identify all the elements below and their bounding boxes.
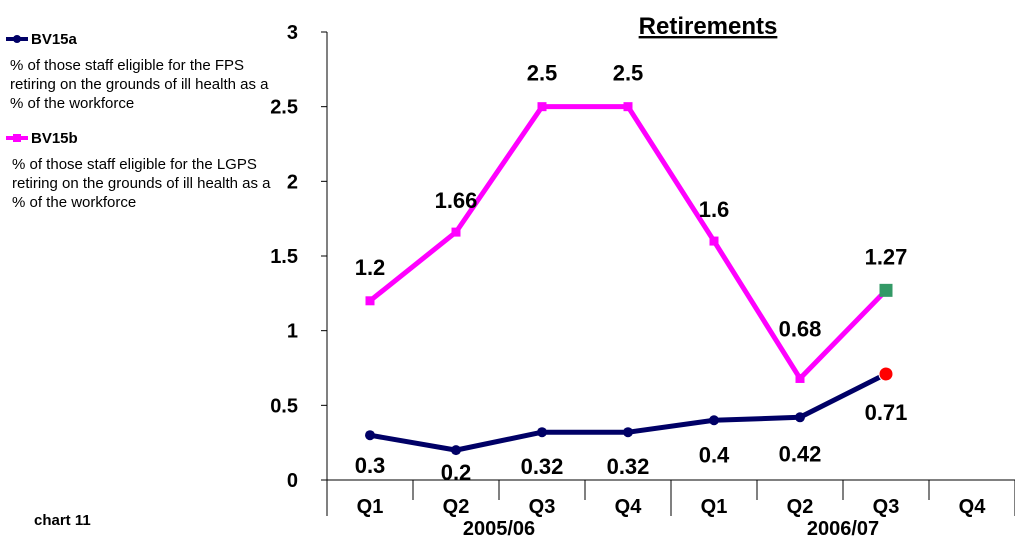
y-tick-label: 0 (287, 470, 298, 492)
data-label: 0.32 (521, 454, 564, 479)
data-label: 0.71 (865, 400, 908, 425)
x-tick-label: Q3 (529, 496, 556, 518)
data-label: 2.5 (613, 61, 644, 86)
axes (326, 32, 1015, 481)
data-point (365, 296, 375, 306)
data-label: 0.32 (607, 454, 650, 479)
data-point (709, 415, 719, 426)
y-tick-label: 0.5 (270, 395, 298, 417)
y-tick-label: 1.5 (270, 246, 298, 268)
y-tick-label: 1 (287, 321, 298, 343)
x-tick-label: Q4 (615, 496, 643, 518)
data-label: 0.2 (441, 460, 472, 485)
x-axis-group-labels: 2005/06 2006/07 (463, 518, 879, 540)
x-tick-label: Q2 (443, 496, 470, 518)
x-tick-label: Q1 (357, 496, 384, 518)
x-tick-label: Q2 (787, 496, 814, 518)
x-tick-label: Q3 (873, 496, 900, 518)
data-label: 0.42 (779, 441, 822, 466)
data-point (709, 236, 719, 246)
legend-swatch-bv15b (6, 130, 28, 146)
data-label: 1.27 (865, 244, 908, 269)
chart-footnote: chart 11 (34, 512, 91, 529)
data-point (451, 445, 461, 456)
y-tick-label: 2 (287, 171, 298, 193)
legend-label-bv15b: BV15b (31, 129, 78, 147)
legend-label-bv15a: BV15a (31, 30, 77, 48)
series-lines (365, 102, 894, 456)
data-point (795, 412, 805, 423)
x-group-label: 2006/07 (807, 518, 879, 540)
data-label: 0.68 (779, 316, 822, 341)
x-group-label: 2005/06 (463, 518, 535, 540)
legend-description-bv15a: % of those staff eligible for the FPS re… (10, 57, 269, 112)
x-tick-label: Q4 (959, 496, 987, 518)
data-point (537, 427, 547, 438)
y-tick-label: 2.5 (270, 97, 298, 119)
data-point (623, 427, 633, 438)
legend: BV15a % of those staff eligible for the … (6, 28, 271, 212)
data-point (537, 102, 547, 112)
data-point (878, 366, 894, 382)
data-label: 1.66 (435, 188, 478, 213)
data-label: 1.6 (699, 197, 730, 222)
data-point (879, 283, 893, 297)
data-point (365, 430, 375, 441)
x-tick-label: Q1 (701, 496, 728, 518)
data-labels: 0.3 0.2 0.32 0.32 0.4 0.42 0.71 1.2 1.66 2.5 2.5 1.… (355, 61, 908, 485)
data-point (623, 102, 633, 112)
data-label: 0.3 (355, 453, 386, 478)
data-point (795, 373, 805, 383)
chart-title: Retirements (639, 13, 778, 40)
legend-entry-bv15b: BV15b (6, 127, 271, 149)
legend-swatch-bv15a (6, 31, 28, 47)
y-tick-label: 3 (287, 22, 298, 44)
data-point (451, 227, 461, 237)
data-label: 2.5 (527, 61, 558, 86)
series-line-bv15a (369, 371, 888, 453)
data-label: 1.2 (355, 255, 386, 280)
x-axis-ticks: Q1 Q2 Q3 Q4 Q1 Q2 Q3 Q4 (326, 480, 1015, 518)
legend-description-bv15b: % of those staff eligible for the LGPS r… (12, 156, 271, 211)
data-label: 0.4 (699, 442, 730, 467)
legend-entry-bv15a: BV15a (6, 28, 271, 50)
y-axis-ticks: 0 0.5 1 1.5 2 2.5 3 (270, 22, 327, 492)
